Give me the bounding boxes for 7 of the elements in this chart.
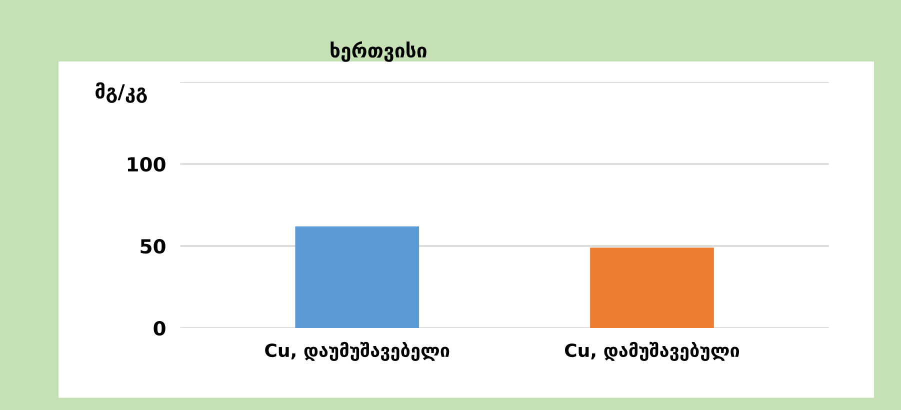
x-tick-label: Cu, დაუმუშავებელი	[265, 342, 450, 362]
y-tick-label: 100	[128, 156, 166, 172]
y-tick-label: 50	[140, 238, 166, 254]
chart-title: ხერთვისი	[330, 41, 426, 62]
y-tick-label: 0	[154, 320, 166, 336]
x-tick-label: Cu, დამუშავებული	[564, 342, 740, 362]
y-axis-title: მგ/კგ	[96, 82, 147, 103]
